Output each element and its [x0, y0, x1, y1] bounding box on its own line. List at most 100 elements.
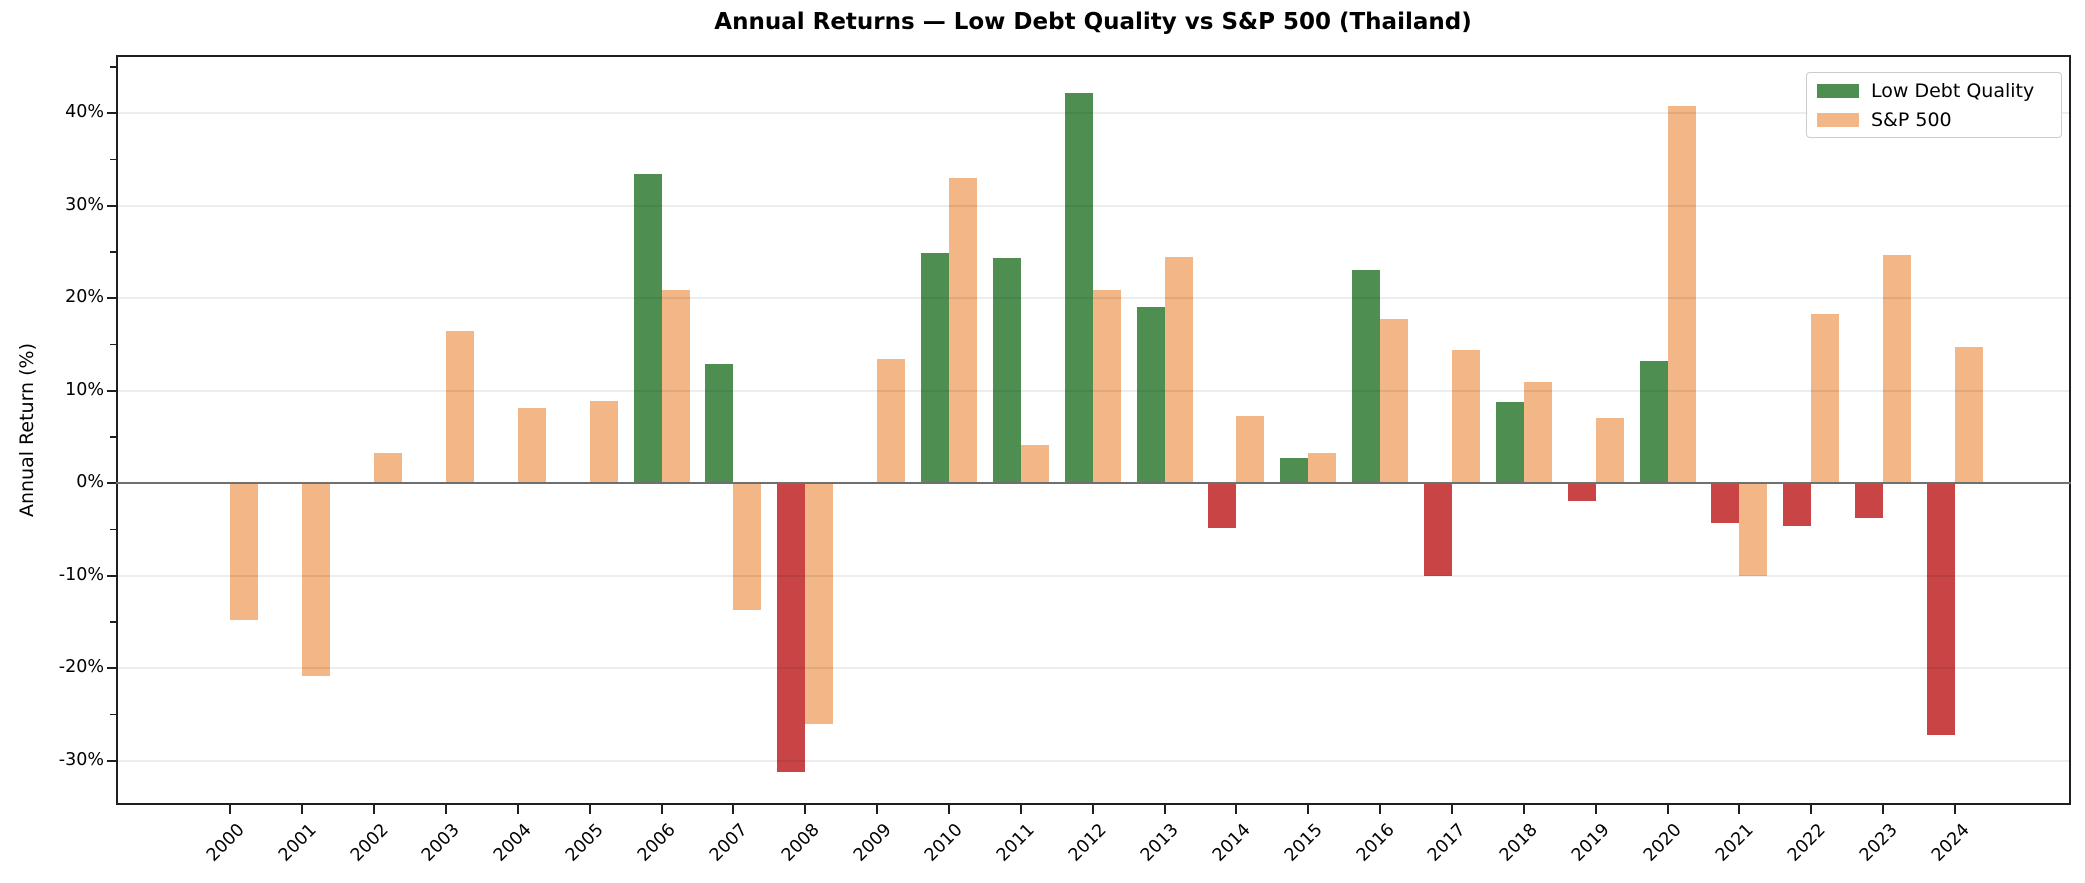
bar-low-debt-quality-2024	[1927, 483, 1956, 735]
y-minor-tick-15	[110, 343, 116, 346]
gridline-40	[116, 112, 2071, 115]
bar-low-debt-quality-2021	[1711, 483, 1740, 523]
y-tick-mark--20	[107, 667, 116, 670]
y-tick-label--30: -30%	[58, 749, 104, 770]
y-minor-tick--25	[110, 713, 116, 716]
bar-low-debt-quality-2014	[1208, 483, 1237, 528]
bar-s-p-500-2001	[302, 483, 331, 677]
bar-low-debt-quality-2023	[1855, 483, 1884, 519]
x-tick-mark-2006	[660, 805, 663, 814]
x-tick-label-2009: 2009	[849, 820, 896, 866]
x-tick-label-2015: 2015	[1280, 820, 1327, 866]
bar-low-debt-quality-2008	[777, 483, 806, 772]
bar-s-p-500-2009	[877, 359, 906, 484]
x-tick-label-2022: 2022	[1783, 820, 1830, 866]
x-tick-label-2023: 2023	[1855, 820, 1902, 866]
gridline--30	[116, 759, 2071, 762]
x-tick-label-2004: 2004	[490, 820, 536, 866]
bar-s-p-500-2010	[949, 177, 977, 484]
x-tick-mark-2019	[1594, 805, 1597, 814]
bar-s-p-500-2005	[589, 400, 618, 484]
x-tick-mark-2011	[1019, 805, 1022, 814]
y-tick-label--10: -10%	[58, 564, 104, 585]
x-tick-mark-2000	[229, 805, 232, 814]
gridline-20	[116, 297, 2071, 300]
y-tick-label-40: 40%	[65, 102, 104, 123]
x-tick-label-2024: 2024	[1927, 820, 1974, 866]
x-tick-label-2014: 2014	[1208, 820, 1255, 866]
gridline--20	[116, 667, 2071, 670]
x-tick-label-2000: 2000	[202, 820, 249, 866]
y-tick-mark-30	[107, 204, 116, 207]
bar-low-debt-quality-2020	[1639, 361, 1668, 484]
x-tick-label-2006: 2006	[634, 820, 680, 866]
y-minor-tick-25	[110, 251, 116, 253]
bar-s-p-500-2023	[1883, 254, 1912, 484]
x-tick-label-2011: 2011	[993, 820, 1040, 866]
x-tick-mark-2018	[1522, 805, 1525, 814]
legend-swatch-low-debt-quality	[1817, 83, 1859, 98]
legend-swatch-s-p-500	[1817, 112, 1859, 127]
x-tick-label-2010: 2010	[921, 820, 968, 866]
bar-low-debt-quality-2015	[1280, 458, 1309, 484]
bar-s-p-500-2022	[1811, 313, 1840, 484]
x-tick-label-2021: 2021	[1711, 820, 1758, 866]
x-tick-mark-2017	[1451, 805, 1454, 814]
x-tick-label-2005: 2005	[562, 820, 608, 866]
y-tick-label-30: 30%	[65, 194, 104, 215]
x-tick-mark-2009	[876, 805, 879, 814]
x-tick-label-2016: 2016	[1352, 820, 1399, 866]
x-tick-mark-2012	[1091, 805, 1094, 814]
y-tick-mark--30	[107, 759, 116, 762]
bar-low-debt-quality-2018	[1495, 401, 1524, 484]
x-tick-label-2008: 2008	[777, 820, 824, 866]
y-tick-mark-0	[107, 482, 116, 485]
y-tick-label-0: 0%	[76, 472, 104, 493]
bar-low-debt-quality-2016	[1352, 269, 1381, 484]
x-tick-mark-2021	[1738, 805, 1741, 814]
bar-s-p-500-2000	[230, 483, 259, 621]
x-tick-mark-2020	[1666, 805, 1669, 814]
bar-low-debt-quality-2007	[705, 363, 734, 484]
y-tick-mark--10	[107, 574, 116, 577]
bar-s-p-500-2021	[1739, 483, 1768, 576]
legend-label: Low Debt Quality	[1871, 79, 2035, 102]
bar-s-p-500-2012	[1092, 289, 1121, 484]
x-tick-label-2019: 2019	[1568, 820, 1614, 866]
bar-s-p-500-2014	[1236, 415, 1265, 484]
chart-title: Annual Returns — Low Debt Quality vs S&P…	[714, 9, 1472, 35]
y-tick-label-10: 10%	[65, 379, 104, 400]
legend-row-s-p-500: S&P 500	[1817, 109, 2051, 131]
bar-low-debt-quality-2017	[1424, 483, 1453, 576]
bar-s-p-500-2011	[1020, 445, 1049, 484]
y-minor-tick--15	[110, 621, 116, 623]
x-tick-mark-2004	[516, 805, 519, 814]
x-tick-label-2018: 2018	[1496, 820, 1543, 866]
legend-row-low-debt-quality: Low Debt Quality	[1817, 80, 2051, 102]
x-tick-mark-2010	[948, 805, 950, 814]
bar-low-debt-quality-2022	[1783, 483, 1812, 526]
y-minor-tick-5	[110, 436, 116, 438]
y-minor-tick-35	[110, 158, 116, 161]
bar-s-p-500-2020	[1667, 105, 1696, 484]
x-tick-mark-2003	[444, 805, 447, 814]
bar-s-p-500-2016	[1380, 319, 1409, 484]
x-tick-label-2002: 2002	[346, 820, 393, 866]
bar-s-p-500-2013	[1164, 256, 1193, 484]
bar-s-p-500-2018	[1523, 382, 1552, 484]
bar-s-p-500-2003	[445, 330, 474, 484]
bar-s-p-500-2024	[1955, 347, 1984, 484]
bar-s-p-500-2019	[1595, 417, 1624, 484]
gridline--10	[116, 574, 2071, 577]
bar-s-p-500-2008	[805, 483, 834, 724]
x-tick-label-2020: 2020	[1640, 820, 1686, 866]
bar-s-p-500-2017	[1452, 350, 1481, 484]
gridline-10	[116, 389, 2071, 392]
bar-low-debt-quality-2019	[1567, 483, 1596, 501]
y-tick-label-20: 20%	[65, 287, 104, 308]
legend-label: S&P 500	[1871, 108, 1952, 131]
x-tick-mark-2024	[1954, 805, 1957, 814]
gridline-30	[116, 204, 2071, 207]
bar-s-p-500-2015	[1308, 452, 1337, 484]
